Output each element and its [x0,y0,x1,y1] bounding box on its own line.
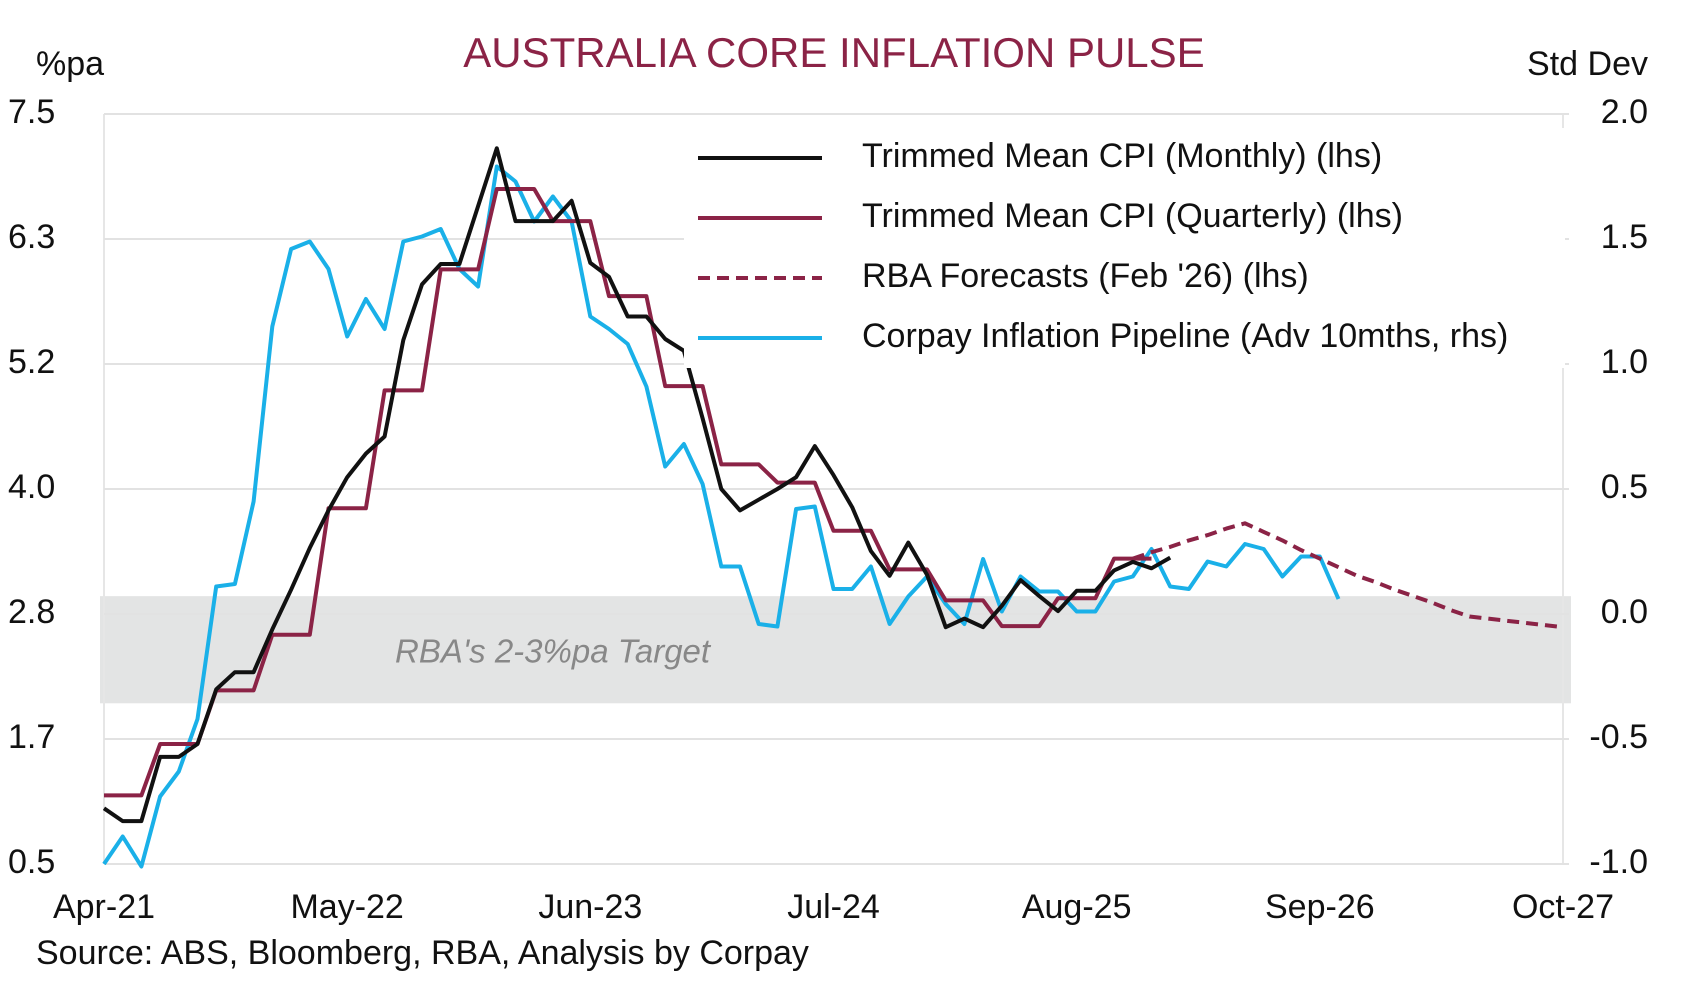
y2-tick-label: 0.5 [1601,468,1648,506]
y2-tick-label: 2.0 [1601,93,1648,131]
y-tick-label: 6.3 [8,218,55,256]
legend-label: Trimmed Mean CPI (Monthly) (lhs) [862,137,1382,175]
y2-tick-label: 1.0 [1601,343,1648,381]
y-tick-label: 7.5 [8,93,55,131]
x-tick-label: Apr-21 [53,888,155,926]
series-line [1132,521,1564,630]
y-axis-label: %pa [36,45,104,83]
target-band [100,596,1571,704]
source: Source: ABS, Bloomberg, RBA, Analysis by… [36,934,809,972]
legend-label: Trimmed Mean CPI (Quarterly) (lhs) [862,197,1403,235]
y2-tick-label: 0.0 [1601,593,1648,631]
y2-tick-label: 1.5 [1601,218,1648,256]
x-tick-label: Jul-24 [787,888,880,926]
series-line [104,187,1152,798]
band-annotation: RBA's 2-3%pa Target [395,632,712,669]
legend-label: Corpay Inflation Pipeline (Adv 10mths, r… [862,317,1508,355]
x-tick-label: Sep-26 [1265,888,1375,926]
series-line [102,146,1172,824]
y-tick-label: 0.5 [8,843,55,881]
x-tick-label: Oct-27 [1512,888,1614,926]
x-tick-label: May-22 [290,888,403,926]
x-tick-label: Jun-23 [538,888,642,926]
y-tick-label: 5.2 [8,343,55,381]
y-tick-label: 1.7 [8,718,55,756]
chart-title: AUSTRALIA CORE INFLATION PULSE [463,29,1204,76]
y-tick-label: 2.8 [8,593,55,631]
legend-background [684,128,1565,368]
x-tick-label: Aug-25 [1022,888,1132,926]
y2-tick-label: -1.0 [1589,843,1648,881]
y2-axis-label: Std Dev [1527,45,1648,83]
series-line [102,164,1341,869]
legend-label: RBA Forecasts (Feb '26) (lhs) [862,257,1309,295]
y-tick-label: 4.0 [8,468,55,506]
y2-tick-label: -0.5 [1589,718,1648,756]
legend: Trimmed Mean CPI (Monthly) (lhs) Trimmed … [684,128,1565,368]
